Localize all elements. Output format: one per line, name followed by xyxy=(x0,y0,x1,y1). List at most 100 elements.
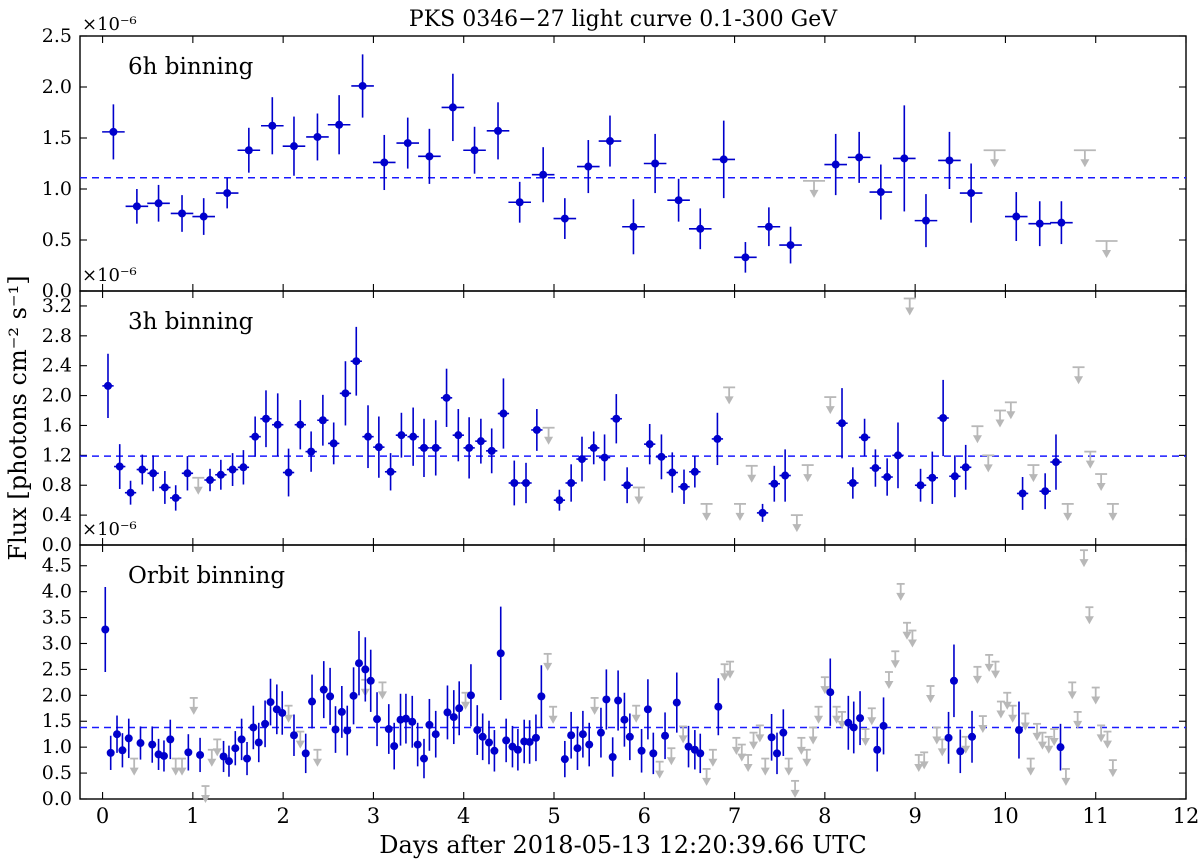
upper-limit-marker xyxy=(548,705,558,724)
data-point-marker xyxy=(490,746,499,755)
data-point xyxy=(914,468,927,502)
data-point xyxy=(418,128,441,184)
data-point xyxy=(237,127,261,173)
upper-limit-arrow xyxy=(377,691,387,700)
data-point xyxy=(1050,434,1062,490)
data-point-marker xyxy=(856,714,865,723)
upper-limit-marker xyxy=(700,503,713,521)
data-point xyxy=(181,456,194,491)
panel-frame xyxy=(79,544,1187,800)
y-tick-label: 0.0 xyxy=(42,788,72,810)
data-point xyxy=(237,450,250,485)
panels: 0.00.51.01.52.02.5×10⁻⁶6h binning0.00.40… xyxy=(42,14,1200,828)
panel-6h: 0.0 0.5 1.0 1.5 2.0 2.5 ×10⁻⁶ 6h binning xyxy=(42,14,1187,302)
data-point xyxy=(576,436,588,482)
upper-limit-marker xyxy=(200,785,210,804)
scale-factor-label: ×10⁻⁶ xyxy=(82,265,137,286)
data-point-marker xyxy=(651,159,660,168)
data-point-marker xyxy=(623,481,632,490)
data-point-marker xyxy=(883,473,892,482)
x-axis-label: Days after 2018-05-13 12:20:39.66 UTC xyxy=(379,831,866,859)
data-point-marker xyxy=(637,746,646,755)
y-tick-label: 1.0 xyxy=(42,178,72,200)
data-point xyxy=(643,679,652,740)
data-point-marker xyxy=(779,728,788,737)
upper-limit-arrow xyxy=(983,464,993,473)
data-point-marker xyxy=(384,725,393,734)
chart-title: PKS 0346−27 light curve 0.1-300 GeV xyxy=(409,7,838,32)
y-tick-label: 1.2 xyxy=(42,444,72,466)
data-point-marker xyxy=(573,744,582,753)
data-point-marker xyxy=(560,214,569,223)
data-point-marker xyxy=(159,751,168,760)
upper-limit-arrow xyxy=(1067,691,1077,700)
detections xyxy=(102,54,1073,273)
detections xyxy=(101,586,1065,779)
data-point-marker xyxy=(352,357,361,366)
data-point-marker xyxy=(343,726,352,735)
data-point xyxy=(305,431,317,472)
data-point xyxy=(354,631,363,696)
upper-limit-marker xyxy=(1032,722,1042,741)
data-point xyxy=(667,178,690,222)
upper-limit-arrow xyxy=(544,436,554,445)
upper-limit-marker xyxy=(590,697,600,715)
upper-limit-marker xyxy=(737,743,747,762)
upper-limit-marker xyxy=(1027,464,1040,483)
data-point xyxy=(836,388,848,459)
data-point xyxy=(767,713,776,761)
x-tick-label: 0 xyxy=(96,804,109,828)
data-point-marker xyxy=(612,414,621,423)
data-point xyxy=(308,674,317,729)
upper-limit-arrow xyxy=(747,474,757,483)
data-point xyxy=(847,467,859,499)
upper-limit-marker xyxy=(1073,149,1096,168)
data-point-marker xyxy=(1018,489,1027,498)
x-tick-label: 10 xyxy=(992,804,1019,828)
data-point-marker xyxy=(331,725,340,734)
y-tick-label: 0.5 xyxy=(42,229,72,251)
data-point xyxy=(1004,192,1028,242)
data-point xyxy=(678,469,690,504)
upper-limit-arrow xyxy=(925,694,935,703)
data-point-marker xyxy=(296,420,305,429)
data-point-marker xyxy=(160,483,169,492)
data-point-marker xyxy=(261,414,270,423)
data-point xyxy=(350,326,362,396)
data-point-marker xyxy=(470,146,479,155)
data-point xyxy=(237,718,246,761)
data-point xyxy=(118,733,127,768)
upper-limit-arrow xyxy=(1006,411,1016,420)
data-point xyxy=(254,722,263,763)
data-point xyxy=(537,665,546,728)
upper-limit-marker xyxy=(733,503,746,521)
data-point xyxy=(166,719,175,760)
data-point-marker xyxy=(183,469,192,478)
upper-limit-marker xyxy=(884,671,894,689)
upper-limit-arrow xyxy=(884,681,894,689)
data-point-marker xyxy=(1056,743,1065,752)
upper-limit-arrow xyxy=(1073,720,1083,729)
data-point-marker xyxy=(584,162,593,171)
data-point-marker xyxy=(373,715,382,724)
data-point-marker xyxy=(577,455,586,464)
data-point xyxy=(136,726,145,760)
data-point xyxy=(596,707,605,758)
upper-limit-marker xyxy=(1095,240,1118,259)
data-point-marker xyxy=(308,697,317,706)
data-point xyxy=(124,480,137,505)
upper-limit-arrow xyxy=(1091,696,1101,705)
data-point xyxy=(497,378,510,449)
data-point xyxy=(373,416,385,478)
upper-limit-arrow xyxy=(284,714,294,723)
data-point-marker xyxy=(361,665,370,674)
data-point xyxy=(690,730,699,770)
data-point-marker xyxy=(1014,726,1023,735)
data-point-marker xyxy=(968,732,977,741)
upper-limit-arrow xyxy=(200,795,210,804)
data-point xyxy=(610,394,622,444)
upper-limit-marker xyxy=(1072,366,1085,385)
upper-limit-marker xyxy=(971,425,984,444)
upper-limit-arrow xyxy=(1074,376,1084,385)
data-point xyxy=(215,459,227,490)
